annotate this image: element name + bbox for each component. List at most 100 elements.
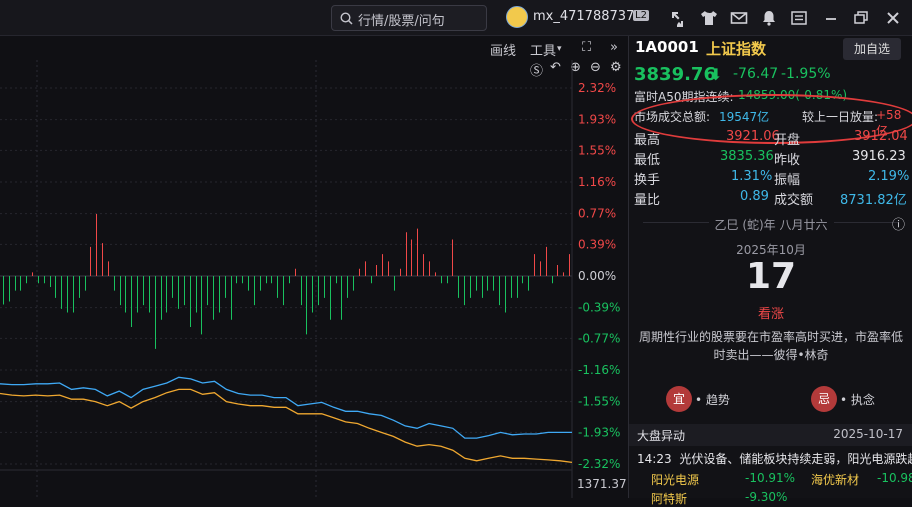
down-arrow-icon: ⬇ xyxy=(709,65,723,84)
y-tick-label: -1.55% xyxy=(578,395,620,409)
turnover-rate-value: 1.31% xyxy=(731,169,773,184)
search-icon xyxy=(340,12,353,25)
level-badge: L2 xyxy=(633,10,649,21)
y-tick-label: 1.16% xyxy=(578,175,616,189)
calendar-card: 乙巳 (蛇)年 八月廿六 ⓘ 2025年10月 17 看涨 周期性行业的股票要在… xyxy=(629,214,912,364)
y-tick-label: -0.39% xyxy=(578,301,620,315)
search-box[interactable]: 行情/股票/问句 xyxy=(331,5,487,31)
good-text-label: 趋势 xyxy=(705,393,730,407)
volume-ratio-label: 量比 xyxy=(634,193,661,208)
prev-close-value: 3916.23 xyxy=(852,149,906,164)
avatar[interactable] xyxy=(506,6,528,28)
volume-ratio-value: 0.89 xyxy=(740,189,769,204)
amplitude-value: 2.19% xyxy=(868,169,910,184)
y-tick-label: 1.55% xyxy=(578,143,616,157)
news-time: 14:23 xyxy=(637,452,672,466)
low-prevclose-row: 最低 3835.36 昨收 3916.23 xyxy=(634,149,909,169)
open-label: 开盘 xyxy=(774,133,801,148)
y-tick-label: 2.32% xyxy=(578,81,616,95)
bottom-value: 1371.37 xyxy=(577,477,627,491)
stock-pct-2: -10.98 xyxy=(877,471,912,485)
minimize-icon[interactable] xyxy=(822,9,840,27)
market-moves-date: 2025-10-17 xyxy=(833,427,903,441)
bad-text-label: 执念 xyxy=(850,393,875,407)
restore-window-icon[interactable] xyxy=(852,9,870,27)
news-item[interactable]: 14:23 光伏设备、储能板块持续走弱，阳光电源跌超 xyxy=(637,450,912,468)
turnover-rate-label: 换手 xyxy=(634,173,661,188)
bad-badge: 忌 xyxy=(811,386,837,412)
amplitude-label: 振幅 xyxy=(774,173,801,188)
top-bar: 行情/股票/问句 mx_471788737 L2 xyxy=(0,0,912,36)
calendar-day: 17 xyxy=(745,256,797,297)
y-tick-label: 0.77% xyxy=(578,207,616,221)
add-watchlist-button[interactable]: 加自选 xyxy=(843,38,901,60)
high-open-row: 最高 3921.06 开盘 3912.04 xyxy=(634,129,909,149)
undo-icon[interactable]: ↶ xyxy=(550,60,561,75)
last-price: 3839.76 xyxy=(634,64,716,85)
chevron-down-icon[interactable]: ▾ xyxy=(557,44,562,54)
close-icon[interactable] xyxy=(884,9,902,27)
search-placeholder: 行情/股票/问句 xyxy=(358,14,445,29)
chart-icon-row: Ⓢ ↶ ⊕ ⊖ ⚙ xyxy=(530,60,628,79)
turnover-amplitude-row: 换手 1.31% 振幅 2.19% xyxy=(634,169,909,189)
zoom-in-icon[interactable]: ⊕ xyxy=(570,60,581,75)
fullscreen-toggle-icon[interactable] xyxy=(669,9,687,27)
high-label: 最高 xyxy=(634,133,661,148)
y-tick-label: 0.00% xyxy=(578,269,616,283)
y-tick-label: -1.93% xyxy=(578,425,620,439)
y-tick-label: -0.77% xyxy=(578,331,620,345)
open-value: 3912.04 xyxy=(854,129,908,144)
bell-icon[interactable] xyxy=(760,9,778,27)
gear-icon[interactable]: ⚙ xyxy=(610,60,622,75)
volratio-amount-row: 量比 0.89 成交额 8731.82亿 xyxy=(634,189,909,209)
low-label: 最低 xyxy=(634,153,661,168)
tools-button[interactable]: 工具 xyxy=(530,44,557,59)
menu-icon[interactable] xyxy=(790,9,808,27)
good-badge: 宜 xyxy=(666,386,692,412)
low-value: 3835.36 xyxy=(720,149,774,164)
stock-name-2[interactable]: 海优新材 xyxy=(811,473,860,487)
market-moves-header[interactable]: 大盘异动 2025-10-17 xyxy=(629,424,912,446)
info-icon[interactable]: ⓘ xyxy=(891,218,905,233)
price-change-pct: -1.95% xyxy=(781,66,831,82)
mail-icon[interactable] xyxy=(730,9,748,27)
chart-toolbar: 画线 工具 ▾ ⛶ » xyxy=(0,36,628,60)
prev-close-label: 昨收 xyxy=(774,153,801,168)
currency-icon[interactable]: Ⓢ xyxy=(530,64,544,79)
stock-code: 1A0001 xyxy=(635,38,699,56)
highlight-circle xyxy=(631,94,912,144)
stock-list: 阳光电源 -10.91% 海优新材 -10.98 阿特斯 -9.30% xyxy=(629,470,912,506)
collapse-panel-icon[interactable]: » xyxy=(610,40,618,55)
y-tick-label: 1.93% xyxy=(578,113,616,127)
intraday-chart[interactable]: 2.32% 1.93% 1.55% 1.16% 0.77% 0.39% 0.00% -0.39… xyxy=(0,60,628,498)
expand-icon[interactable]: ⛶ xyxy=(582,40,592,55)
price-line xyxy=(0,376,572,439)
y-tick-label: 0.39% xyxy=(578,237,616,251)
y-tick-label: -1.16% xyxy=(578,363,620,377)
stock-pct-1: -10.91% xyxy=(745,471,796,485)
amount-value: 8731.82亿 xyxy=(840,193,907,208)
skin-shirt-icon[interactable] xyxy=(700,9,718,27)
bad-text: • 执念 xyxy=(840,393,875,407)
stock-pct-3: -9.30% xyxy=(745,490,788,504)
price-change: -76.47 xyxy=(733,66,779,82)
market-moves-title: 大盘异动 xyxy=(637,429,686,443)
good-text: • 趋势 xyxy=(695,393,730,407)
calendar-month: 2025年10月 xyxy=(736,243,806,257)
stock-name-3[interactable]: 阿特斯 xyxy=(651,492,688,506)
username[interactable]: mx_471788737 xyxy=(533,9,635,24)
stock-name: 上证指数 xyxy=(706,40,767,58)
news-text: 光伏设备、储能板块持续走弱，阳光电源跌超 xyxy=(679,452,912,466)
quote-panel: 1A0001 上证指数 加自选 3839.76 ⬇ -76.47 -1.95% … xyxy=(628,36,912,506)
average-price-line xyxy=(0,388,573,464)
stock-name-1[interactable]: 阳光电源 xyxy=(651,473,700,487)
outlook: 看涨 xyxy=(757,307,784,322)
draw-line-button[interactable]: 画线 xyxy=(490,44,517,59)
bottom-value-box xyxy=(573,474,628,494)
chart-svg: 2.32% 1.93% 1.55% 1.16% 0.77% 0.39% 0.00% -0.39… xyxy=(0,60,628,498)
quote-text: 周期性行业的股票要在市盈率高时买进，市盈率低时卖出——彼得•林奇 xyxy=(639,330,904,362)
zoom-out-icon[interactable]: ⊖ xyxy=(590,60,601,75)
amount-label: 成交额 xyxy=(774,193,814,208)
y-tick-label: -2.32% xyxy=(578,457,620,471)
lunar-date: 乙巳 (蛇)年 八月廿六 xyxy=(708,218,834,232)
